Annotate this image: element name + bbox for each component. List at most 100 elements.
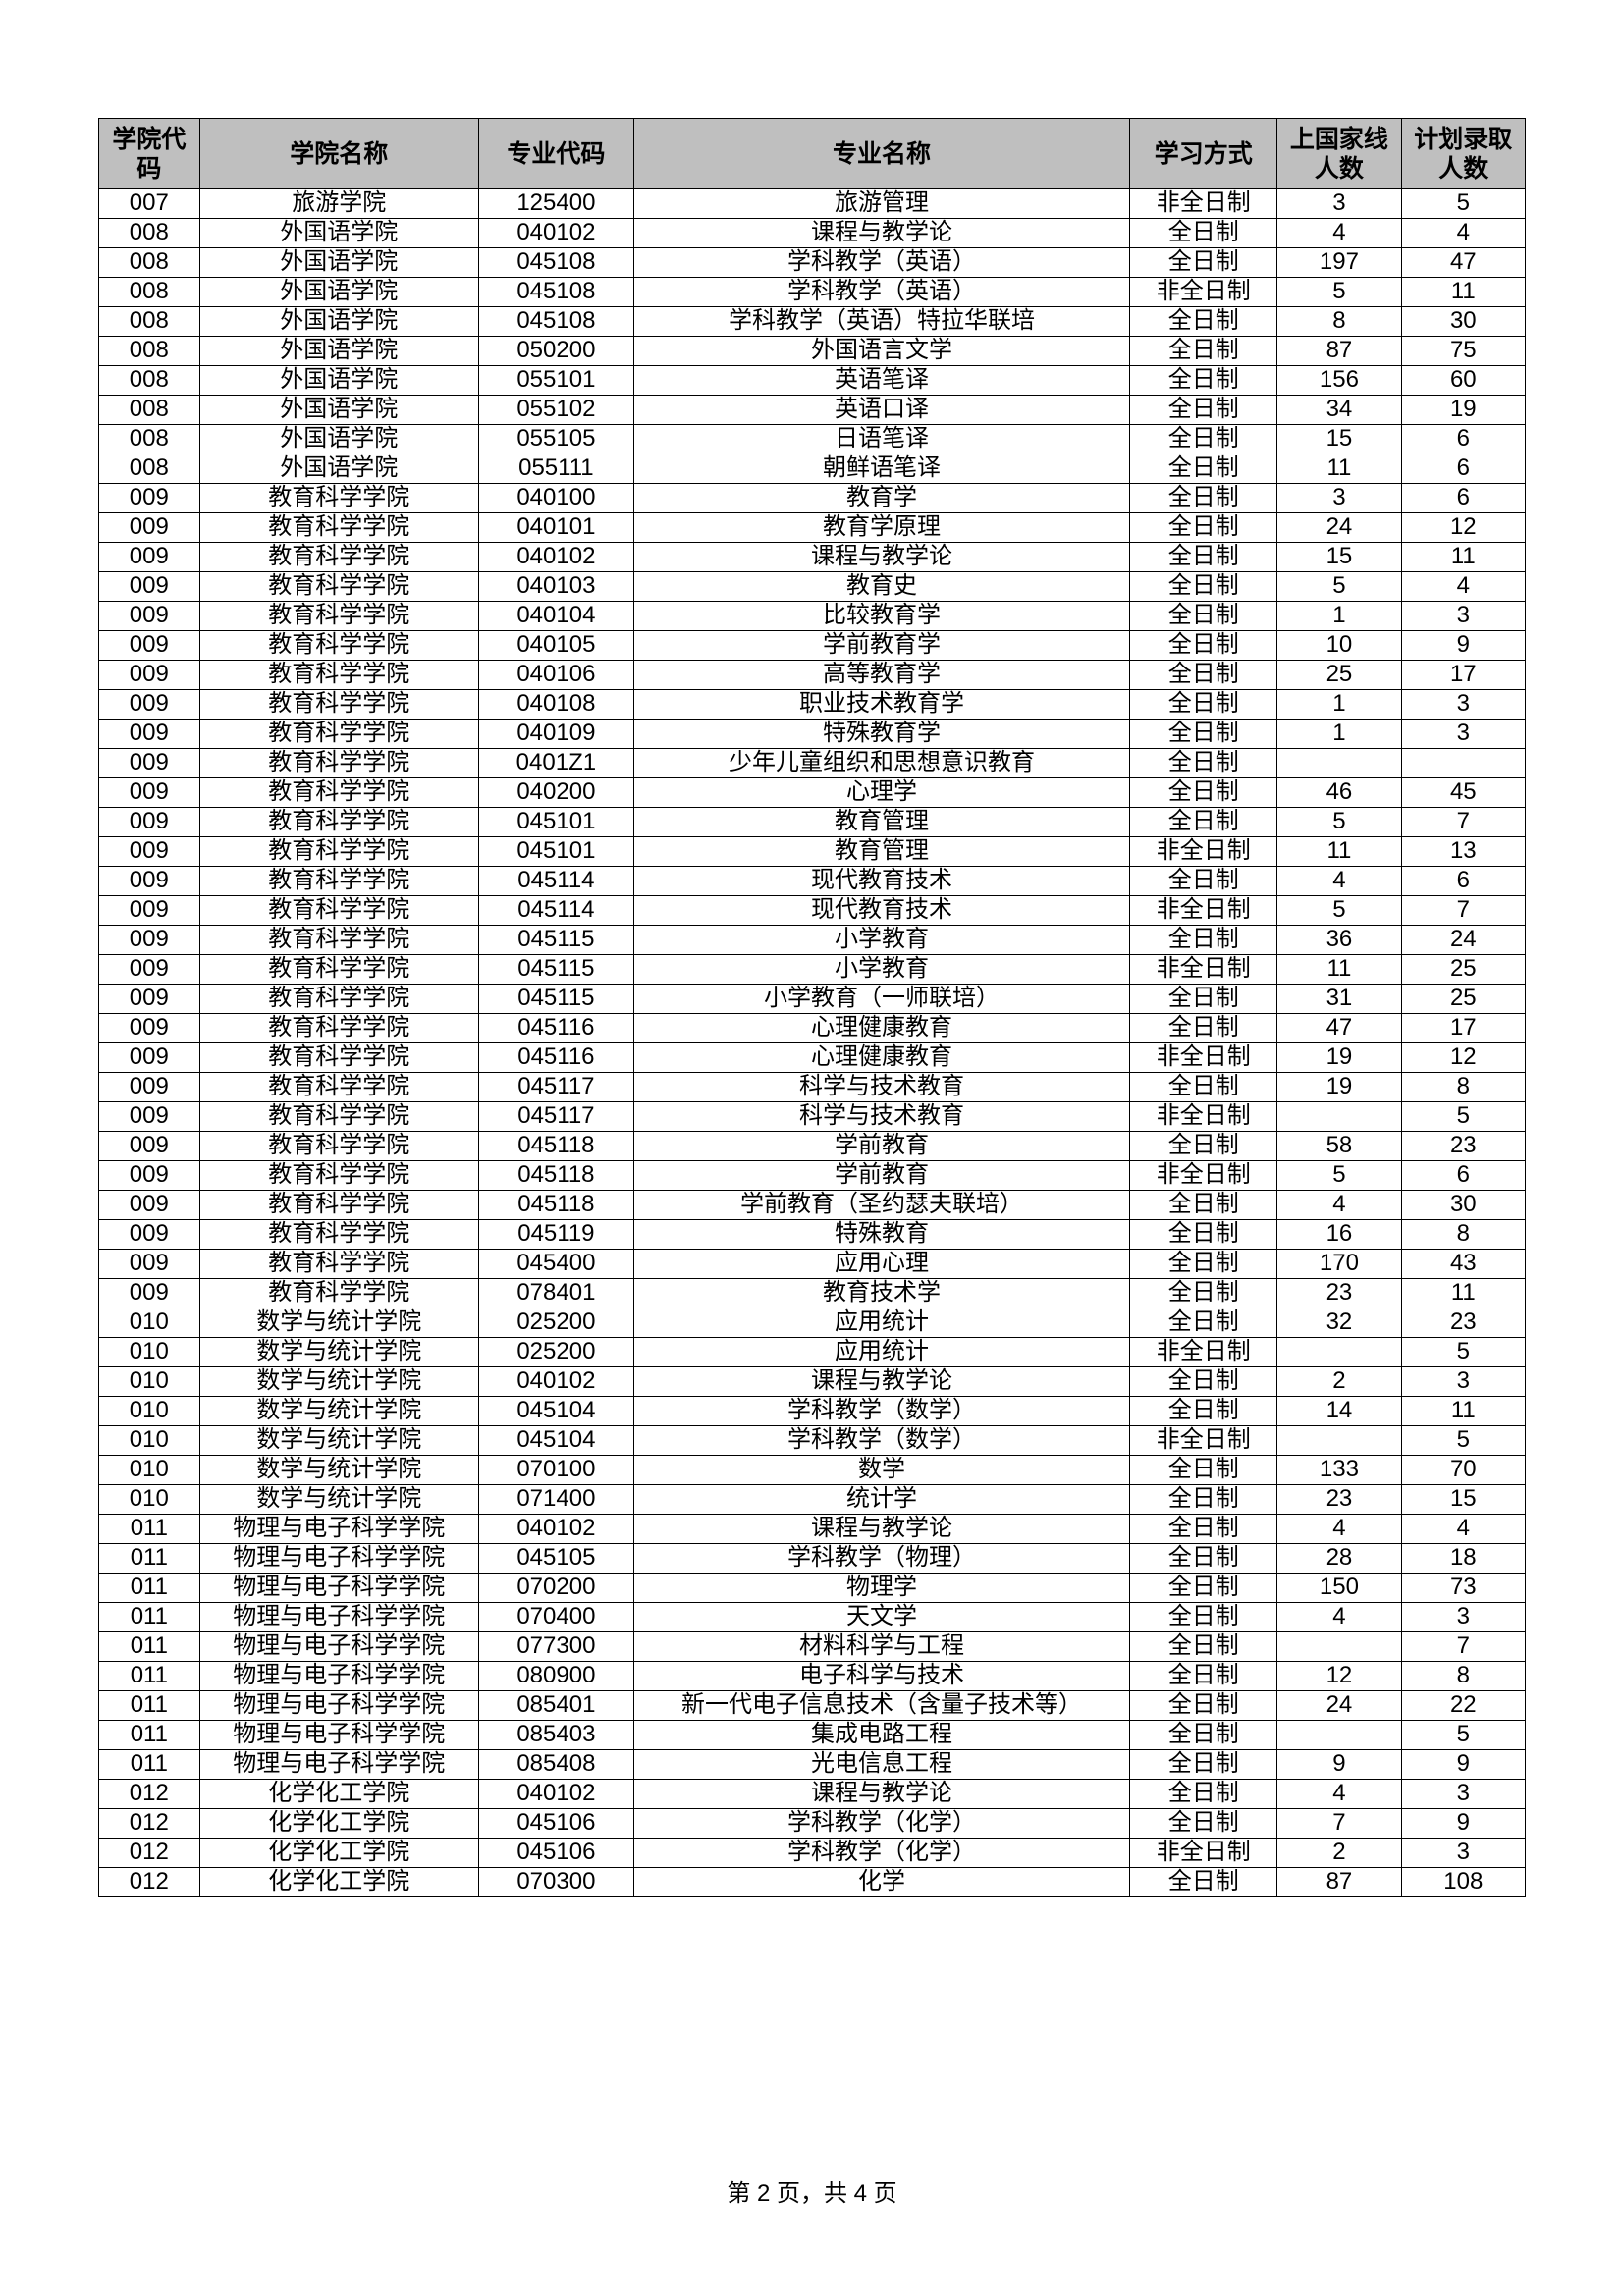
table-cell: 1 <box>1277 602 1401 631</box>
table-cell: 045108 <box>478 248 633 278</box>
table-cell: 5 <box>1401 189 1525 219</box>
table-cell: 1 <box>1277 720 1401 749</box>
table-cell: 非全日制 <box>1130 1043 1277 1073</box>
table-cell: 全日制 <box>1130 248 1277 278</box>
table-cell: 045116 <box>478 1043 633 1073</box>
table-cell: 全日制 <box>1130 307 1277 337</box>
table-cell: 43 <box>1401 1250 1525 1279</box>
table-cell: 数学与统计学院 <box>199 1367 478 1397</box>
table-cell: 小学教育 <box>633 926 1129 955</box>
table-cell: 70 <box>1401 1456 1525 1485</box>
table-row: 009教育科学学院045101教育管理全日制57 <box>99 808 1526 837</box>
table-cell: 现代教育技术 <box>633 896 1129 926</box>
table-cell: 12 <box>1401 513 1525 543</box>
table-cell: 11 <box>1277 955 1401 985</box>
table-cell: 125400 <box>478 189 633 219</box>
table-cell: 008 <box>99 307 200 337</box>
table-cell: 6 <box>1401 454 1525 484</box>
table-cell: 物理与电子科学学院 <box>199 1750 478 1780</box>
table-cell: 非全日制 <box>1130 1839 1277 1868</box>
table-cell: 3 <box>1401 1367 1525 1397</box>
table-cell: 12 <box>1277 1662 1401 1691</box>
table-cell: 009 <box>99 484 200 513</box>
table-cell: 012 <box>99 1780 200 1809</box>
table-cell: 009 <box>99 955 200 985</box>
table-cell: 055111 <box>478 454 633 484</box>
table-cell: 数学与统计学院 <box>199 1485 478 1515</box>
table-cell: 外国语学院 <box>199 278 478 307</box>
table-cell: 教育科学学院 <box>199 1014 478 1043</box>
table-cell: 040104 <box>478 602 633 631</box>
table-cell: 009 <box>99 1220 200 1250</box>
table-cell: 156 <box>1277 366 1401 396</box>
table-cell: 012 <box>99 1839 200 1868</box>
table-cell: 040101 <box>478 513 633 543</box>
table-cell: 全日制 <box>1130 720 1277 749</box>
table-cell: 外国语言文学 <box>633 337 1129 366</box>
table-row: 012化学化工学院070300化学全日制87108 <box>99 1868 1526 1897</box>
table-cell: 7 <box>1277 1809 1401 1839</box>
table-cell: 11 <box>1401 1279 1525 1308</box>
table-cell: 009 <box>99 1250 200 1279</box>
table-cell: 3 <box>1401 1780 1525 1809</box>
col-pass-count: 上国家线人数 <box>1277 119 1401 189</box>
table-cell: 25 <box>1401 955 1525 985</box>
table-cell: 008 <box>99 219 200 248</box>
table-cell: 045118 <box>478 1132 633 1161</box>
table-cell: 010 <box>99 1485 200 1515</box>
table-cell: 物理与电子科学学院 <box>199 1721 478 1750</box>
table-cell: 教育科学学院 <box>199 1132 478 1161</box>
table-cell: 30 <box>1401 1191 1525 1220</box>
table-cell: 077300 <box>478 1632 633 1662</box>
table-cell: 15 <box>1277 543 1401 572</box>
table-row: 012化学化工学院045106学科教学（化学）非全日制23 <box>99 1839 1526 1868</box>
table-cell: 教育科学学院 <box>199 985 478 1014</box>
table-cell: 全日制 <box>1130 1544 1277 1574</box>
table-cell: 5 <box>1277 572 1401 602</box>
table-cell: 非全日制 <box>1130 896 1277 926</box>
table-cell: 16 <box>1277 1220 1401 1250</box>
table-cell: 少年儿童组织和思想意识教育 <box>633 749 1129 778</box>
table-cell: 45 <box>1401 778 1525 808</box>
table-cell: 085403 <box>478 1721 633 1750</box>
table-row: 009教育科学学院040109特殊教育学全日制13 <box>99 720 1526 749</box>
table-cell: 全日制 <box>1130 1603 1277 1632</box>
table-cell: 23 <box>1277 1279 1401 1308</box>
table-row: 009教育科学学院040100教育学全日制36 <box>99 484 1526 513</box>
table-row: 011物理与电子科学学院085401新一代电子信息技术（含量子技术等）全日制24… <box>99 1691 1526 1721</box>
table-cell: 全日制 <box>1130 1515 1277 1544</box>
table-cell: 教育科学学院 <box>199 1220 478 1250</box>
table-cell: 009 <box>99 985 200 1014</box>
table-cell: 数学与统计学院 <box>199 1426 478 1456</box>
table-cell: 朝鲜语笔译 <box>633 454 1129 484</box>
table-cell: 全日制 <box>1130 366 1277 396</box>
table-cell: 5 <box>1401 1338 1525 1367</box>
table-row: 009教育科学学院040106高等教育学全日制2517 <box>99 661 1526 690</box>
table-cell: 教育科学学院 <box>199 808 478 837</box>
table-cell: 22 <box>1401 1691 1525 1721</box>
table-cell: 12 <box>1401 1043 1525 1073</box>
table-row: 008外国语学院045108学科教学（英语）全日制19747 <box>99 248 1526 278</box>
table-cell: 3 <box>1401 602 1525 631</box>
table-body: 007旅游学院125400旅游管理非全日制35008外国语学院040102课程与… <box>99 189 1526 1897</box>
table-cell: 045104 <box>478 1426 633 1456</box>
table-cell: 0401Z1 <box>478 749 633 778</box>
table-cell: 学科教学（数学） <box>633 1426 1129 1456</box>
table-row: 011物理与电子科学学院085408光电信息工程全日制99 <box>99 1750 1526 1780</box>
table-row: 009教育科学学院078401教育技术学全日制2311 <box>99 1279 1526 1308</box>
table-row: 011物理与电子科学学院040102课程与教学论全日制44 <box>99 1515 1526 1544</box>
table-cell: 全日制 <box>1130 1485 1277 1515</box>
table-cell: 学科教学（物理） <box>633 1544 1129 1574</box>
table-row: 009教育科学学院045116心理健康教育全日制4717 <box>99 1014 1526 1043</box>
table-cell: 全日制 <box>1130 1014 1277 1043</box>
table-cell: 全日制 <box>1130 1456 1277 1485</box>
table-cell: 新一代电子信息技术（含量子技术等） <box>633 1691 1129 1721</box>
table-cell: 化学化工学院 <box>199 1809 478 1839</box>
table-cell: 全日制 <box>1130 1632 1277 1662</box>
table-cell: 外国语学院 <box>199 248 478 278</box>
table-row: 009教育科学学院045115小学教育全日制3624 <box>99 926 1526 955</box>
table-row: 009教育科学学院045400应用心理全日制17043 <box>99 1250 1526 1279</box>
table-cell: 011 <box>99 1544 200 1574</box>
table-cell: 18 <box>1401 1544 1525 1574</box>
table-cell: 47 <box>1401 248 1525 278</box>
